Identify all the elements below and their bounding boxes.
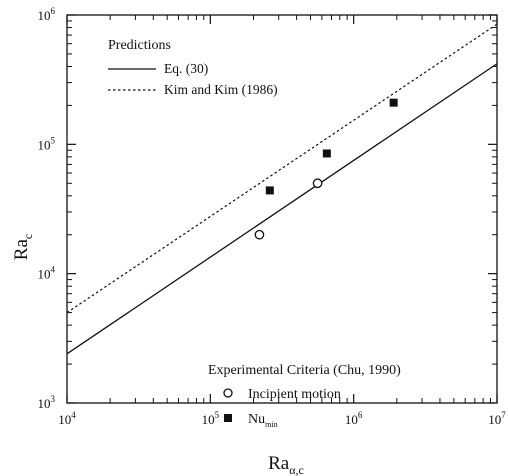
x-tick-label-exp: 4 <box>71 410 76 420</box>
y-tick-label-base: 10 <box>38 8 51 23</box>
y-tick-label: 105 <box>38 135 56 152</box>
x-tick-label-exp: 6 <box>358 410 363 420</box>
legend-label-incipient: Incipient motion <box>248 387 341 402</box>
plot-frame <box>66 14 498 404</box>
y-tick-label: 106 <box>38 6 56 23</box>
y-tick-label-exp: 5 <box>51 135 56 145</box>
y-tick-label-exp: 4 <box>51 265 56 275</box>
legend-label-numin-sub: min <box>265 420 277 429</box>
legend-label-eq30: Eq. (30) <box>164 61 208 76</box>
x-tick-label-base: 10 <box>488 412 501 427</box>
legend-predictions-title: Predictions <box>108 38 171 53</box>
plot-series <box>66 23 498 355</box>
legend-predictions: Predictions Eq. (30) Kim and Kim (1986) <box>108 38 278 97</box>
legend-experimental-title: Experimental Criteria (Chu, 1990) <box>208 363 401 378</box>
y-axis-title-base: Ra <box>11 239 32 261</box>
point-nu-min <box>265 186 274 195</box>
y-tick-label-base: 10 <box>38 396 51 411</box>
x-tick-label-exp: 5 <box>215 410 220 420</box>
legend-experimental: Experimental Criteria (Chu, 1990) Incipi… <box>208 363 401 429</box>
point-incipient-motion <box>254 229 265 240</box>
x-tick-label: 105 <box>202 410 220 427</box>
legend-marker-numin <box>224 414 232 422</box>
y-axis-title: Rac <box>11 234 35 260</box>
x-axis-title: Raα,c <box>268 453 304 476</box>
x-tick-label-base: 10 <box>345 412 358 427</box>
y-tick-label-exp: 6 <box>51 6 56 16</box>
y-tick-label: 104 <box>38 265 56 282</box>
legend-marker-incipient <box>223 388 233 398</box>
svg-text:Rac: Rac <box>11 234 35 260</box>
x-tick-label: 104 <box>58 410 76 427</box>
legend-label-numin-base: Nu <box>248 412 265 427</box>
y-tick-label-exp: 3 <box>51 394 56 404</box>
x-tick-label-exp: 7 <box>501 410 506 420</box>
x-tick-label: 107 <box>488 410 506 427</box>
series-line-eq30 <box>66 63 498 355</box>
axis-ticks <box>66 14 498 404</box>
y-tick-label-base: 10 <box>38 267 51 282</box>
x-tick-label: 106 <box>345 410 363 427</box>
y-axis-title-sub: c <box>21 234 35 239</box>
point-nu-min <box>322 149 331 158</box>
y-tick-label: 103 <box>38 394 56 411</box>
point-nu-min <box>389 98 398 107</box>
point-incipient-motion <box>312 178 323 189</box>
x-axis-title-base: Ra <box>268 453 290 474</box>
x-tick-label-base: 10 <box>202 412 215 427</box>
legend-label-numin: Numin <box>248 412 278 429</box>
x-axis-title-sub: α,c <box>289 463 304 476</box>
y-tick-label-base: 10 <box>38 137 51 152</box>
series-line-kim-and-kim <box>66 23 498 314</box>
x-tick-label-base: 10 <box>58 412 71 427</box>
legend-label-kim: Kim and Kim (1986) <box>164 82 278 97</box>
